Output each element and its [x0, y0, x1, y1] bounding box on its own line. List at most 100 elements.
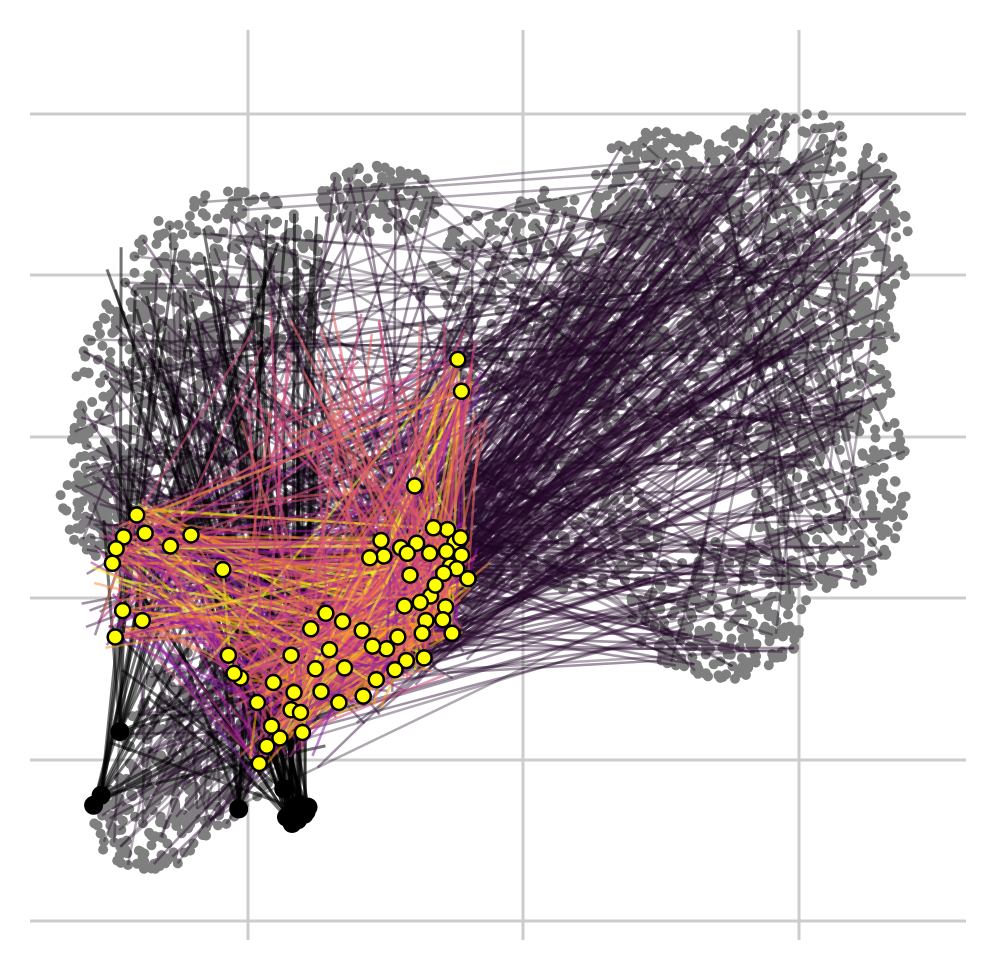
- background-point: [724, 156, 735, 167]
- background-point: [589, 414, 600, 425]
- background-point: [703, 449, 714, 459]
- background-point: [722, 332, 732, 343]
- background-point: [890, 476, 901, 487]
- background-point: [662, 368, 672, 379]
- background-point: [679, 216, 690, 226]
- background-point: [112, 855, 123, 866]
- background-point: [788, 338, 799, 348]
- background-point: [700, 344, 711, 355]
- background-point: [850, 465, 861, 476]
- background-point: [98, 391, 109, 402]
- background-point: [795, 189, 806, 199]
- background-point: [212, 213, 223, 224]
- background-point: [657, 411, 668, 421]
- background-point: [771, 157, 782, 168]
- background-point: [759, 404, 770, 415]
- background-point: [72, 497, 83, 508]
- background-point: [683, 184, 694, 195]
- background-point: [734, 294, 745, 305]
- background-point: [601, 413, 612, 424]
- background-point: [873, 321, 883, 332]
- background-point: [87, 397, 98, 407]
- background-point: [858, 157, 869, 168]
- background-point: [703, 279, 713, 290]
- background-point: [595, 192, 606, 203]
- background-point: [850, 477, 861, 488]
- background-point: [722, 436, 733, 447]
- background-point: [835, 161, 846, 172]
- background-point: [792, 472, 803, 483]
- background-point: [862, 143, 873, 153]
- background-point: [791, 353, 802, 364]
- background-point: [624, 410, 635, 421]
- background-point: [637, 136, 647, 147]
- background-point: [799, 489, 810, 500]
- background-point: [758, 323, 769, 333]
- background-point: [374, 208, 385, 219]
- background-point: [802, 250, 813, 261]
- background-point: [882, 189, 893, 200]
- background-point: [728, 137, 739, 148]
- background-point: [651, 437, 662, 448]
- background-point: [821, 199, 832, 210]
- background-point: [731, 171, 742, 182]
- background-point: [675, 149, 686, 160]
- background-point: [667, 223, 678, 234]
- background-point: [822, 164, 833, 175]
- background-point: [780, 305, 791, 316]
- background-point: [664, 203, 675, 214]
- background-point: [795, 288, 806, 299]
- background-point: [362, 173, 373, 184]
- background-point: [690, 432, 700, 443]
- background-point: [92, 320, 103, 331]
- background-point: [817, 110, 828, 121]
- background-point: [711, 204, 722, 215]
- background-point: [826, 344, 837, 355]
- background-point: [612, 358, 622, 369]
- background-point: [897, 261, 908, 271]
- background-point: [675, 426, 686, 437]
- background-point: [705, 406, 716, 417]
- background-point: [735, 412, 746, 423]
- background-point: [105, 304, 115, 315]
- background-point: [799, 347, 810, 358]
- background-point: [772, 372, 783, 383]
- background-point: [177, 229, 188, 240]
- background-point: [829, 199, 840, 209]
- background-point: [752, 331, 763, 342]
- background-point: [766, 272, 777, 283]
- background-point: [780, 120, 791, 131]
- background-point: [888, 261, 899, 271]
- background-point: [580, 415, 591, 426]
- background-point: [819, 545, 830, 556]
- background-point: [771, 312, 782, 323]
- background-point: [189, 201, 200, 212]
- background-point: [602, 404, 613, 415]
- background-point: [892, 521, 903, 532]
- background-point: [809, 189, 819, 200]
- background-point: [713, 440, 723, 451]
- background-point: [143, 270, 154, 281]
- background-point: [809, 323, 819, 334]
- background-point: [557, 382, 568, 393]
- background-point: [678, 385, 689, 396]
- background-point: [98, 312, 109, 323]
- background-point: [644, 429, 655, 440]
- background-point: [815, 141, 826, 152]
- background-point: [707, 390, 718, 401]
- background-point: [732, 443, 743, 454]
- background-point: [770, 175, 781, 186]
- background-point: [763, 241, 774, 252]
- background-point: [621, 422, 631, 433]
- background-point: [777, 631, 788, 642]
- background-point: [891, 232, 901, 243]
- background-point: [834, 120, 845, 131]
- background-point: [138, 863, 149, 874]
- background-point: [650, 184, 661, 195]
- background-point: [672, 260, 683, 271]
- background-point: [706, 463, 717, 474]
- background-point: [880, 327, 891, 338]
- background-point: [708, 659, 719, 670]
- background-point: [632, 444, 643, 455]
- background-point: [843, 336, 854, 347]
